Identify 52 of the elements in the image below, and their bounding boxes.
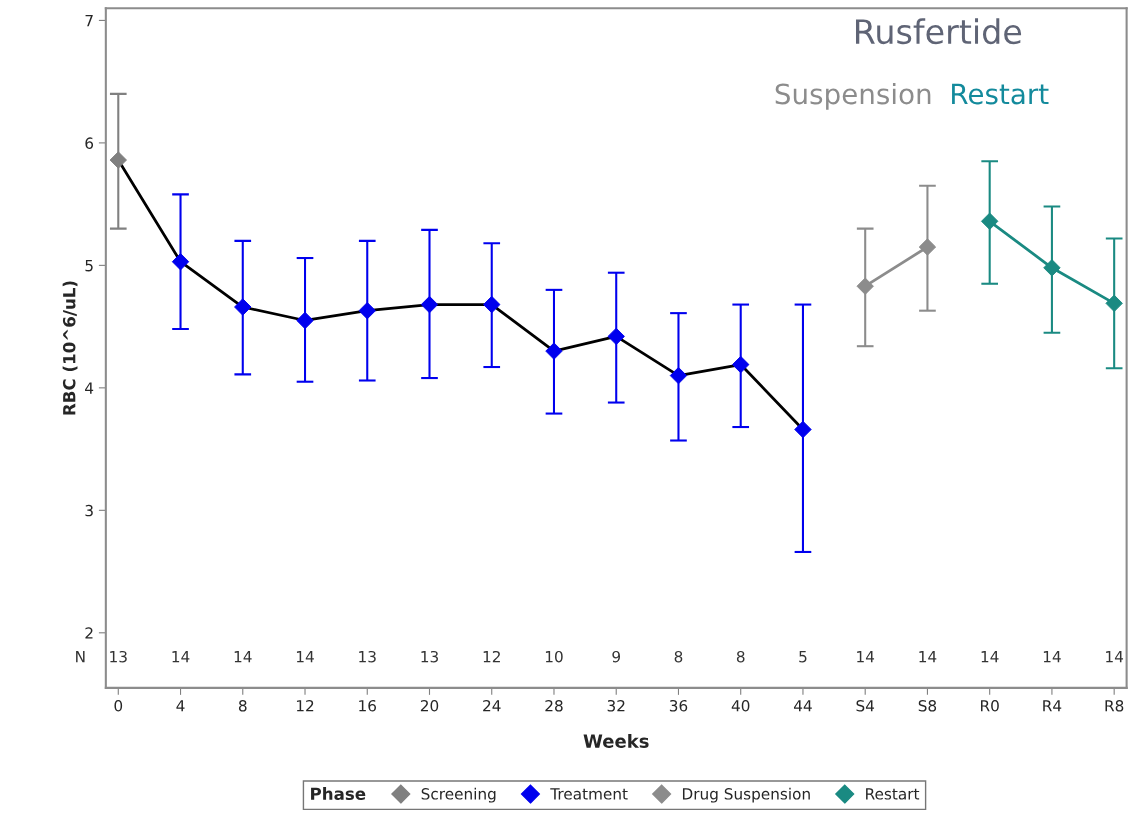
annotation: 9 (612, 650, 621, 663)
x-tick-label: R8 (1105, 699, 1124, 712)
annotation: 13 (359, 650, 376, 663)
annotation: 14 (234, 651, 252, 663)
annotation: Suspension (775, 82, 931, 110)
annotation: 5 (799, 651, 807, 663)
annotation: 14 (857, 651, 875, 663)
annotation: 13 (421, 650, 438, 663)
text: N (76, 651, 85, 663)
annotation: 14 (1043, 651, 1061, 663)
x-tick-label: 32 (607, 699, 625, 712)
annotation: 14 (172, 651, 190, 663)
legend-label: Screening (421, 787, 496, 803)
x-tick-label: 4 (176, 700, 185, 712)
x-tick-label: 24 (483, 699, 501, 712)
x-tick-label: 16 (359, 699, 377, 712)
y-tick-label: 4 (85, 382, 94, 394)
annotation: Restart (952, 83, 1049, 105)
x-tick-label: 8 (238, 699, 247, 712)
x-tick-label: 20 (420, 699, 439, 712)
x-tick-label: S8 (918, 699, 937, 712)
chart-title: Rusfertide (856, 18, 1022, 45)
y-tick-label: 5 (85, 260, 93, 272)
x-tick-label: 44 (793, 700, 812, 712)
y-tick-label: 2 (85, 627, 93, 639)
annotation: 13 (110, 650, 127, 663)
y-tick-label: 7 (85, 15, 93, 27)
x-tick-label: 28 (545, 699, 563, 712)
x-tick-label: R0 (981, 699, 999, 712)
annotation: 10 (545, 650, 563, 663)
annotation: 14 (296, 651, 314, 663)
legend-label: Restart (866, 788, 920, 800)
annotation: 14 (981, 651, 999, 663)
annotation: 14 (919, 651, 937, 663)
x-tick-label: S4 (856, 699, 875, 712)
x-tick-label: 36 (669, 699, 688, 712)
legend-label: Drug Suspension (682, 787, 810, 803)
y-axis-title: RBC (10^6/uL) (62, 281, 78, 415)
point (420, 295, 439, 314)
x-axis-title: Weeks (583, 733, 649, 748)
x-tick-label: 0 (114, 699, 123, 712)
x-tick-label: 12 (296, 699, 314, 712)
annotation: 8 (736, 650, 745, 663)
legend-label: Treatment (550, 788, 628, 800)
annotation: 12 (483, 650, 500, 663)
annotation: 8 (674, 650, 683, 663)
x-tick-label: 40 (731, 699, 750, 712)
x-tick-label: R4 (1043, 700, 1062, 712)
y-tick-label: 6 (85, 137, 94, 149)
y-tick-label: 3 (85, 504, 93, 517)
annotation: 14 (1106, 651, 1124, 663)
legend-title: Phase (311, 787, 366, 801)
